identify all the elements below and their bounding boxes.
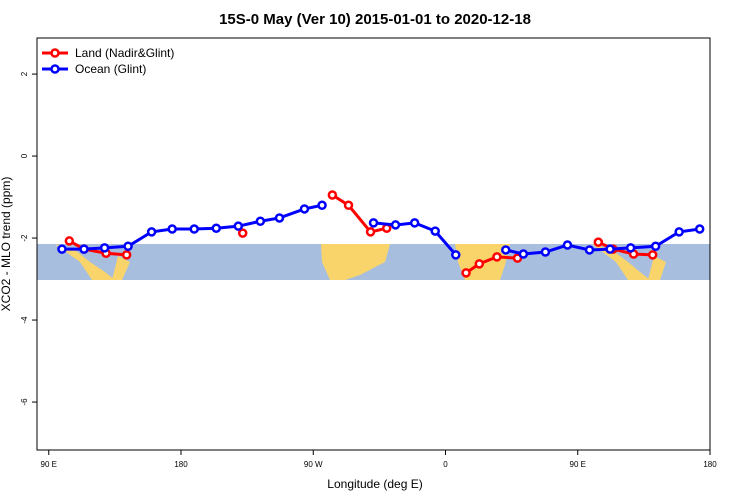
data-point	[211, 223, 222, 233]
data-point	[674, 227, 684, 237]
data-point	[474, 259, 485, 269]
data-point	[368, 218, 379, 228]
data-point	[584, 245, 595, 255]
x-tick-label: 180	[174, 460, 188, 469]
data-point	[343, 200, 354, 211]
data-point	[255, 216, 266, 226]
data-point	[233, 221, 244, 231]
data-point	[694, 224, 705, 234]
data-point	[189, 224, 199, 234]
x-tick-label: 90 W	[304, 460, 323, 469]
x-tick-label: 180	[703, 460, 717, 469]
data-point	[451, 250, 461, 260]
land-shape	[321, 244, 390, 280]
data-point	[123, 241, 133, 252]
data-point	[237, 228, 248, 238]
y-tick-label: -2	[20, 234, 29, 242]
y-tick-label: -6	[20, 398, 29, 406]
x-tick-label: 90 E	[41, 460, 57, 469]
legend-label: Land (Nadir&Glint)	[75, 46, 174, 60]
data-point	[274, 213, 285, 223]
data-point	[605, 244, 615, 254]
data-point	[461, 268, 471, 278]
x-axis-label: Longitude (deg E)	[327, 477, 422, 491]
legend-label: Ocean (Glint)	[75, 62, 146, 76]
series-line	[68, 193, 653, 275]
data-point	[518, 249, 529, 259]
data-point	[121, 250, 132, 260]
plot-frame	[36, 37, 711, 451]
data-point	[430, 226, 440, 236]
data-point	[593, 237, 604, 247]
data-point	[146, 227, 157, 237]
y-tick-label: -4	[20, 316, 29, 324]
data-point	[625, 243, 636, 253]
legend-marker	[50, 64, 60, 74]
x-tick-label: 90 E	[570, 460, 586, 469]
land-shape	[648, 256, 666, 280]
data-point	[57, 244, 67, 254]
data-point	[540, 247, 551, 257]
data-point	[79, 244, 89, 254]
y-tick-label: 0	[20, 153, 29, 158]
data-point	[299, 204, 310, 214]
land-shape	[55, 244, 115, 280]
data-point	[650, 241, 661, 252]
x-tick-label: 0	[443, 460, 448, 469]
data-point	[409, 218, 420, 228]
data-point	[492, 252, 502, 262]
data-point	[562, 240, 573, 250]
data-point	[317, 200, 327, 211]
y-tick-label: 2	[20, 71, 29, 76]
chart-title: 15S-0 May (Ver 10) 2015-01-01 to 2020-12…	[219, 11, 531, 28]
land-shape	[112, 256, 130, 280]
land-shape	[592, 244, 650, 280]
data-point	[390, 220, 401, 230]
data-point	[365, 227, 376, 237]
data-point	[167, 224, 177, 234]
data-point	[99, 243, 110, 253]
legend-marker	[50, 48, 60, 58]
data-point	[647, 250, 658, 260]
data-point	[500, 245, 511, 255]
data-point	[64, 236, 75, 246]
data-point	[327, 190, 338, 200]
y-axis-label: XCO2 - MLO trend (ppm)	[0, 177, 13, 312]
